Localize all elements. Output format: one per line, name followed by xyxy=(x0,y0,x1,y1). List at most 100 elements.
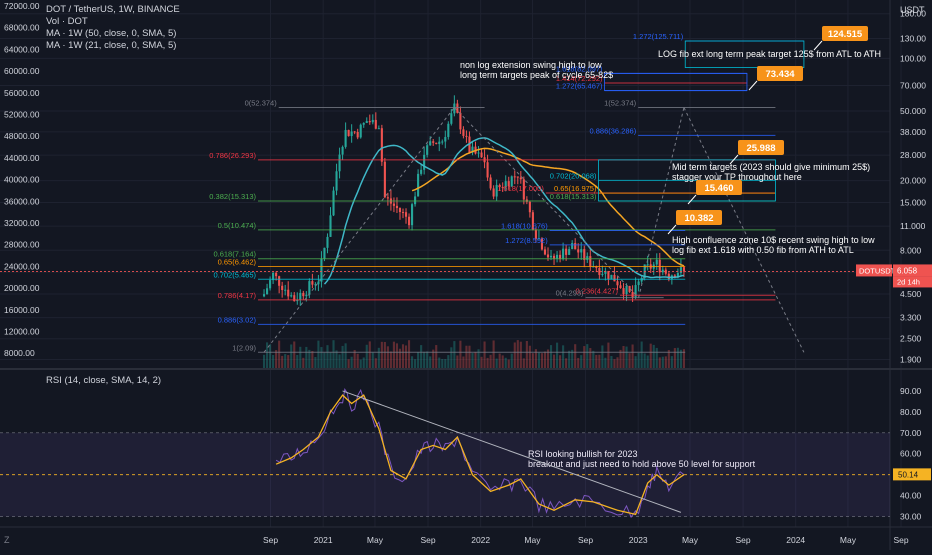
candle-body xyxy=(278,276,281,286)
volume-bar xyxy=(492,340,495,368)
candle-body xyxy=(537,238,540,240)
candle-body xyxy=(417,173,420,197)
annotation-text: RSI looking bullish for 2023 xyxy=(528,449,638,459)
volume-bar xyxy=(580,355,583,368)
volume-bar xyxy=(290,344,293,368)
volume-bar xyxy=(453,341,456,368)
volume-bar xyxy=(519,341,522,368)
candle-body xyxy=(598,268,601,275)
right-axis-tick: 38.000 xyxy=(900,127,926,137)
left-axis-tick: 52000.00 xyxy=(4,110,40,120)
fib-level-label: 1.618(10.376) xyxy=(501,222,548,231)
left-axis-tick: 56000.00 xyxy=(4,88,40,98)
annotation-text: long term targets peak of cycle 65-82$ xyxy=(460,70,613,80)
candle-body xyxy=(435,142,438,144)
fib-level-label: 0(52.374) xyxy=(245,99,278,108)
volume-bar xyxy=(365,344,368,368)
candle-body xyxy=(338,154,341,172)
volume-bar xyxy=(670,356,673,368)
candle-body xyxy=(498,184,501,187)
volume-bar xyxy=(598,354,601,368)
candle-body xyxy=(676,273,679,278)
volume-bar xyxy=(353,350,356,368)
right-axis-tick: 4.500 xyxy=(900,289,922,299)
callout-bg xyxy=(757,66,803,81)
candle-body xyxy=(528,201,531,213)
time-axis-tick: Sep xyxy=(578,535,593,545)
fib-level-label: 1(52.374) xyxy=(604,99,637,108)
rsi-axis-tick: 60.00 xyxy=(900,449,922,459)
countdown-badge: 2d 14h xyxy=(897,277,920,286)
symbol-badge-bg xyxy=(856,264,892,277)
time-axis-tick: 2024 xyxy=(786,535,805,545)
volume-bar xyxy=(332,340,335,368)
left-axis-tick: 40000.00 xyxy=(4,175,40,185)
annotation-text: High confluence zone 10$ recent swing hi… xyxy=(672,235,875,245)
fib-level-label: 1.618(82.097) xyxy=(556,64,603,73)
right-axis-tick: 2.500 xyxy=(900,334,922,344)
price-badge: 6.058 xyxy=(897,266,918,275)
volume-bar xyxy=(356,353,359,368)
candle-body xyxy=(447,123,450,137)
candle-body xyxy=(296,299,299,302)
volume-bar xyxy=(574,344,577,368)
left-axis-tick: 16000.00 xyxy=(4,305,40,315)
candle-body xyxy=(290,295,293,297)
volume-bar xyxy=(426,351,429,368)
volume-bar xyxy=(534,349,537,368)
fib-level-label: 0.65(6.462) xyxy=(218,258,257,267)
volume-bar xyxy=(634,356,637,368)
candle-body xyxy=(549,255,553,258)
fib-level-label: 0.702(5.465) xyxy=(213,270,256,279)
time-axis-tick: Sep xyxy=(420,535,435,545)
volume-bar xyxy=(607,342,610,368)
fib-level-label: 0.886(36.286) xyxy=(589,126,636,135)
volume-bar xyxy=(459,340,462,368)
fib-level-label: 0(4.293) xyxy=(556,289,584,298)
volume-bar xyxy=(516,340,519,368)
ma21-legend[interactable]: MA · 1W (21, close, 0, SMA, 5) xyxy=(46,40,177,51)
candle-body xyxy=(568,249,571,255)
candle-body xyxy=(613,274,616,282)
candle-body xyxy=(565,248,568,255)
candle-body xyxy=(586,256,589,260)
right-axis-tick: 100.00 xyxy=(900,53,926,63)
candle-body xyxy=(395,205,399,209)
volume-bar xyxy=(595,354,598,368)
candle-body xyxy=(619,285,622,289)
candle-body xyxy=(450,113,453,124)
fib-level-label: 0.618(7.164) xyxy=(213,250,256,259)
volume-bar xyxy=(501,355,504,368)
candle-body xyxy=(275,272,278,277)
volume-bar xyxy=(407,340,411,368)
volume-legend[interactable]: Vol · DOT xyxy=(46,16,88,27)
rsi-ma-line xyxy=(275,394,685,516)
left-axis-tick: 60000.00 xyxy=(4,66,40,76)
candle-body xyxy=(534,229,537,239)
volume-bar xyxy=(350,356,353,368)
candle-body xyxy=(281,285,284,291)
candle-body xyxy=(392,203,395,206)
ma50-legend[interactable]: MA · 1W (50, close, 0, SMA, 5) xyxy=(46,28,177,39)
volume-bar xyxy=(507,359,510,368)
volume-bar xyxy=(498,353,501,368)
candle-body xyxy=(414,196,417,205)
rsi-trendline xyxy=(342,390,682,513)
candle-body xyxy=(661,269,664,273)
time-axis-tick: Sep xyxy=(263,535,278,545)
currency-label[interactable]: USDT xyxy=(900,5,925,15)
fib-level-label: 0.618(15.313) xyxy=(550,192,597,201)
volume-bar xyxy=(326,345,329,368)
volume-bar xyxy=(676,347,679,368)
volume-bar xyxy=(368,341,371,368)
volume-bar xyxy=(565,358,568,368)
volume-bar xyxy=(528,345,531,368)
callout-pointer xyxy=(667,224,677,235)
candle-body xyxy=(601,273,604,275)
volume-bar xyxy=(655,347,658,368)
candle-body xyxy=(631,291,634,298)
rsi-legend[interactable]: RSI (14, close, SMA, 14, 2) xyxy=(46,375,162,386)
candle-body xyxy=(317,281,320,285)
right-axis-tick: 180.00 xyxy=(900,9,926,19)
